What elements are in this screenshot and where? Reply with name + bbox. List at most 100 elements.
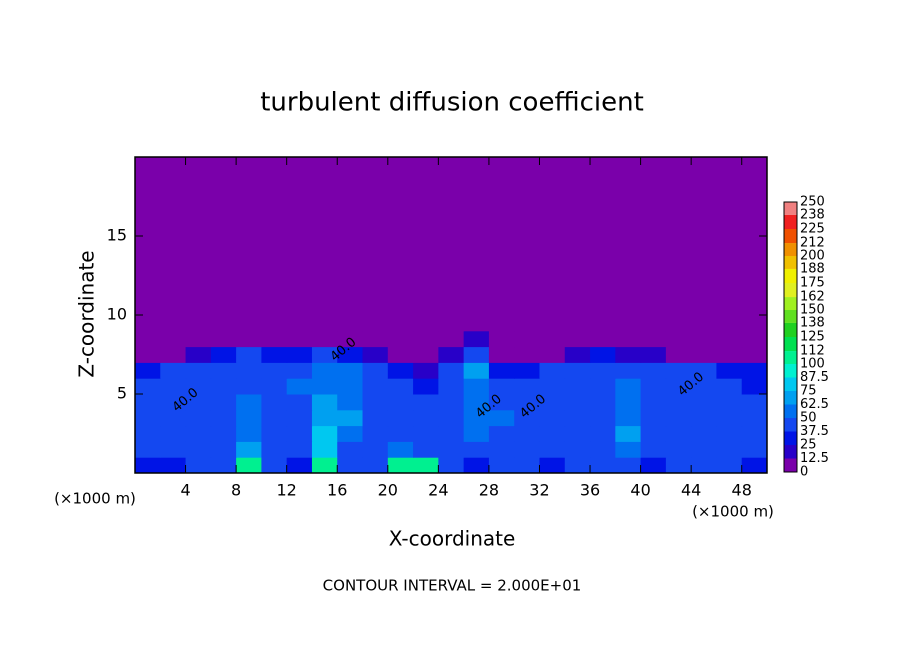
field-cell (413, 425, 439, 442)
field-cell (337, 441, 364, 458)
field-cell (337, 378, 364, 395)
x-tick-label: 20 (378, 481, 398, 500)
field-cell (488, 330, 515, 348)
field-cell (337, 346, 364, 363)
field-cell (210, 441, 237, 458)
field-cell (185, 315, 212, 332)
field-cell (564, 378, 591, 395)
field-cell (640, 330, 667, 348)
field-cell (413, 315, 439, 332)
field-cell (590, 362, 616, 379)
colorbar-band (784, 256, 797, 269)
field-cell (615, 425, 642, 442)
field-cell (236, 441, 262, 458)
field-cell (564, 330, 591, 348)
field-cell (741, 315, 768, 332)
field-cell (160, 346, 187, 363)
field-cell (539, 330, 566, 348)
field-cell (615, 362, 642, 379)
field-cell (463, 346, 490, 363)
field-cell (185, 409, 212, 427)
field-cell (590, 346, 616, 363)
field-cell (236, 457, 262, 474)
field-cell (438, 315, 465, 332)
field-cell (286, 425, 313, 442)
field-cell (438, 346, 465, 363)
field-cell (185, 441, 212, 458)
field-cell (135, 346, 161, 363)
field-cell (185, 425, 212, 442)
field-cell (185, 457, 212, 474)
field-cell (261, 441, 288, 458)
field-cell (514, 346, 540, 363)
field-cell (261, 362, 288, 379)
field-cell (311, 346, 338, 363)
field-cell (160, 409, 187, 427)
colorbar-band (784, 351, 797, 364)
field-cell (640, 409, 667, 427)
field-cell (590, 409, 616, 427)
field-cell (362, 409, 389, 427)
field-cell (741, 409, 768, 427)
field-cell (438, 394, 465, 411)
field-cell (387, 315, 414, 332)
field-cell (311, 441, 338, 458)
field-cell (337, 457, 364, 474)
field-cell (590, 457, 616, 474)
field-cell (716, 457, 743, 474)
field-cell (311, 362, 338, 379)
field-cell (387, 441, 414, 458)
field-cell (438, 441, 465, 458)
colorbar-label: 212 (800, 236, 825, 251)
field-cell (261, 346, 288, 363)
field-cell (362, 315, 389, 332)
field-cell (362, 330, 389, 348)
field-cell (615, 330, 642, 348)
field-cell (564, 409, 591, 427)
field-cell (590, 378, 616, 395)
field-cell (741, 425, 768, 442)
field-cell (590, 425, 616, 442)
field-cell (210, 346, 237, 363)
y-unit: (×1000 m) (54, 490, 136, 508)
field-cell (261, 394, 288, 411)
field-cell (185, 346, 212, 363)
field-cell (539, 315, 566, 332)
field-cell (135, 330, 161, 348)
field-cell (463, 441, 490, 458)
field-cell (514, 330, 540, 348)
field-cell (337, 394, 364, 411)
field-cell (691, 362, 717, 379)
field-cell (640, 441, 667, 458)
field-cell (261, 425, 288, 442)
field-cell (463, 315, 490, 332)
x-tick-label: 24 (428, 481, 448, 500)
colorbar-label: 25 (800, 438, 817, 453)
colorbar-band (784, 214, 797, 229)
field-cell (691, 378, 717, 395)
field-cell (488, 362, 515, 379)
field-cell (236, 425, 262, 442)
y-axis-label: Z-coordinate (75, 250, 99, 377)
x-tick-label: 4 (180, 481, 190, 500)
field-cell (413, 394, 439, 411)
chart-title: turbulent diffusion coefficient (260, 88, 644, 118)
colorbar-label: 50 (800, 411, 817, 426)
field-cell (210, 425, 237, 442)
field-cell (463, 378, 490, 395)
field-cell (514, 441, 540, 458)
field-cell (564, 425, 591, 442)
field-cell (716, 330, 743, 348)
colorbar-band (784, 243, 797, 256)
field-cell (463, 330, 490, 348)
field-cell (691, 457, 717, 474)
field-cell (362, 441, 389, 458)
field-cell (185, 330, 212, 348)
colorbar-band (784, 283, 797, 298)
field-cell (665, 362, 692, 379)
colorbar-label: 162 (800, 290, 825, 305)
colorbar-label: 0 (800, 465, 808, 480)
field-cell (337, 425, 364, 442)
field-cell (236, 394, 262, 411)
field-cell (210, 409, 237, 427)
